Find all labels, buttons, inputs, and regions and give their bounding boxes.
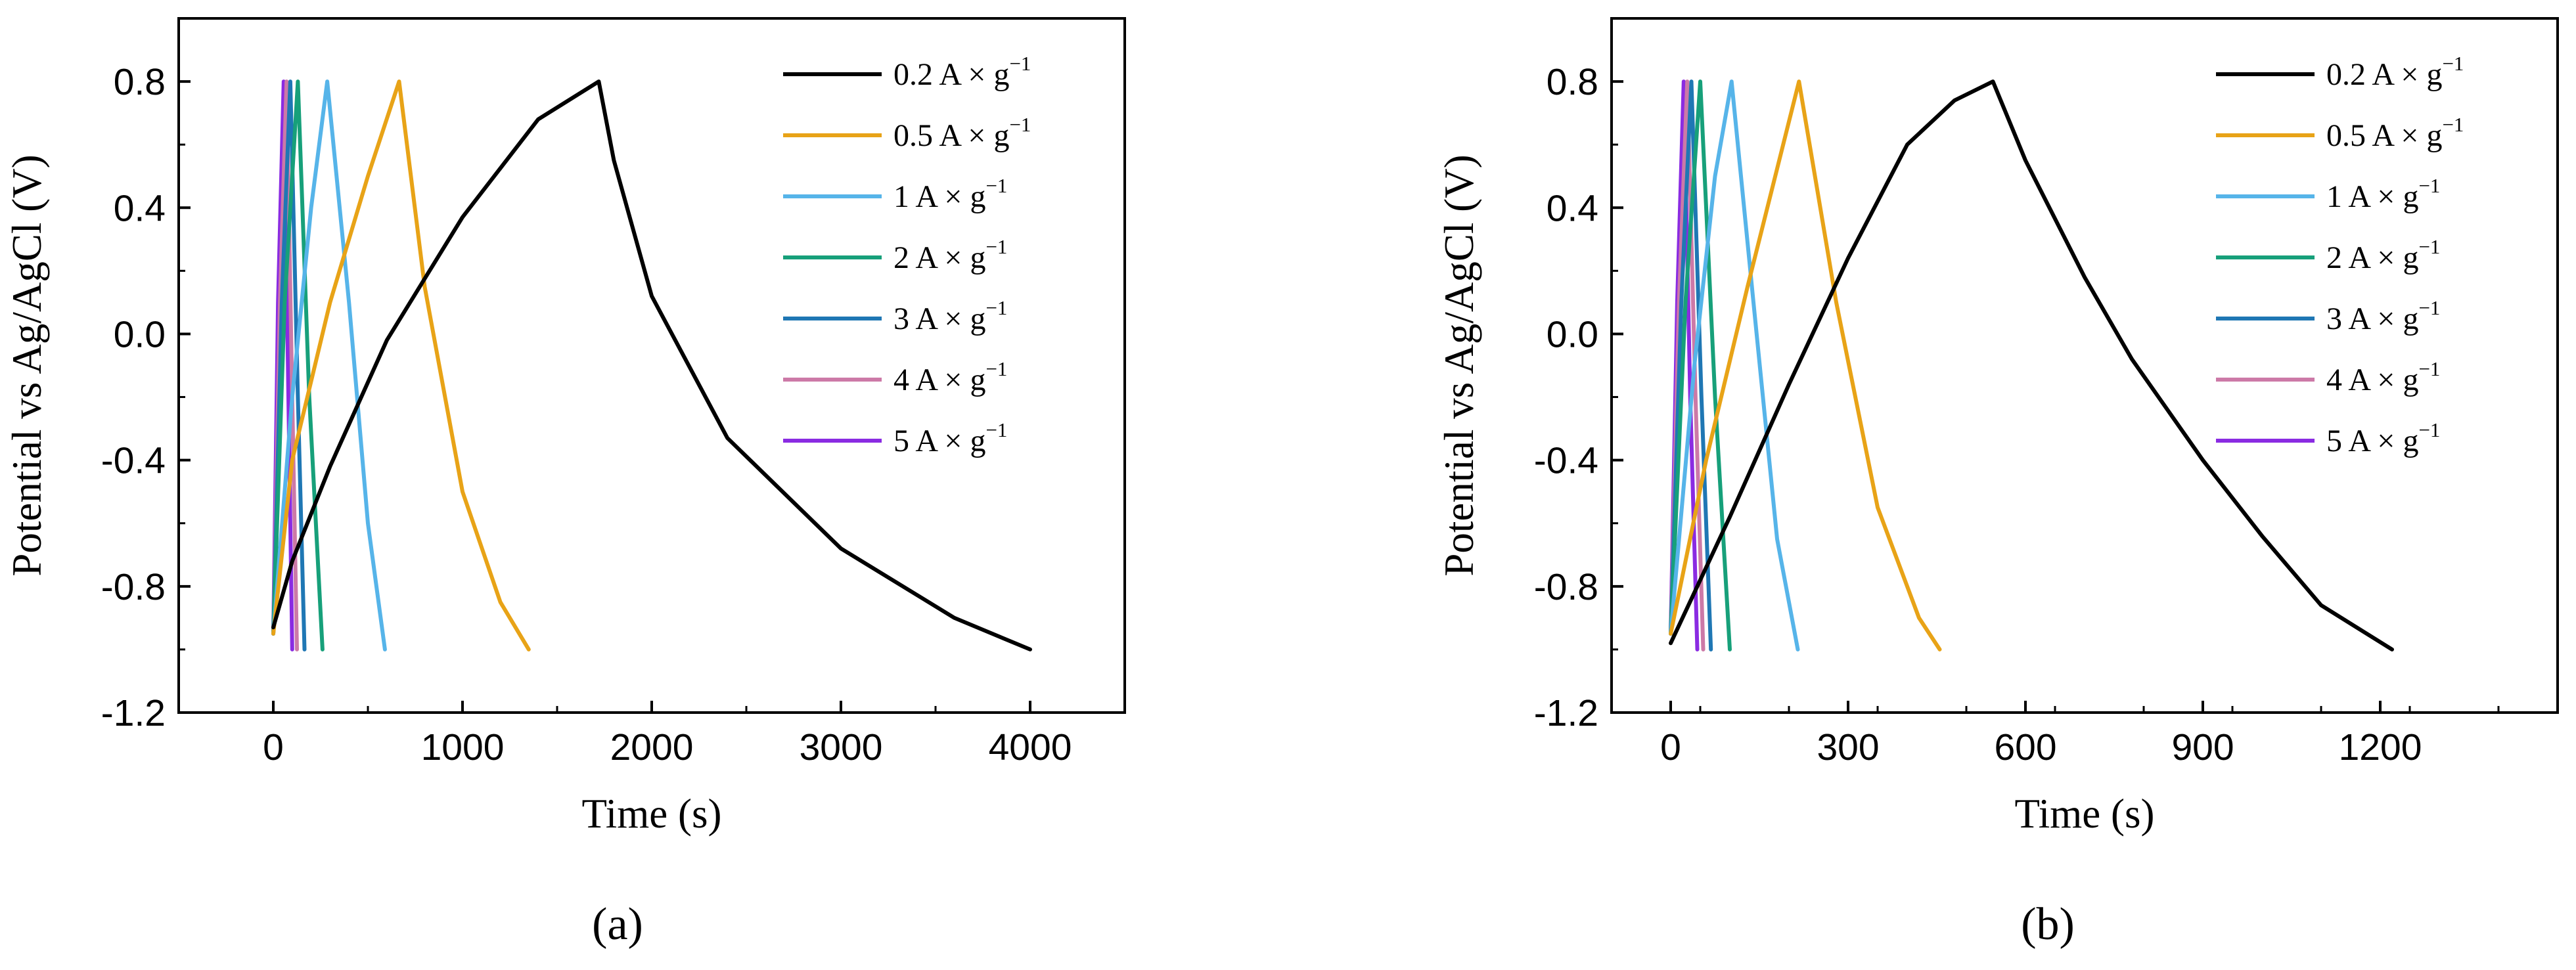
x-tick-label: 300 [1817, 726, 1879, 768]
legend-label: 4 A × g−1 [893, 357, 1007, 397]
legend-label: 1 A × g−1 [2326, 174, 2440, 214]
y-tick-label: 0.8 [1547, 61, 1598, 103]
chart-panel-a: 0 1000 2000 3000 4000 -1.2 -0.8 -0.4 0.0 0.4 0.8 Ti… [4, 17, 1126, 950]
series-line-0.5-A-per-g [271, 79, 531, 651]
x-tick-label: 3000 [800, 726, 883, 768]
x-axis-title: Time (s) [582, 791, 722, 837]
series-line-1-A-per-g [1669, 79, 1800, 651]
legend-label: 0.5 A × g−1 [893, 113, 1031, 153]
panel-label: (a) [592, 899, 643, 950]
plot-frame [1610, 17, 2559, 714]
series-line-0.2-A-per-g [271, 79, 1032, 651]
series-line-1-A-per-g [271, 79, 387, 651]
legend-label: 5 A × g−1 [2326, 418, 2440, 458]
y-tick-label: 0.0 [1547, 313, 1598, 355]
series-line-3-A-per-g [1669, 79, 1713, 651]
x-axis-title: Time (s) [2015, 791, 2155, 837]
x-tick-label: 2000 [610, 726, 694, 768]
y-tick-label: -0.4 [1534, 440, 1598, 482]
y-tick-label: -1.2 [101, 692, 166, 734]
series-group [271, 79, 1032, 651]
y-axis-title: Potential vs Ag/AgCl (V) [4, 154, 50, 576]
y-tick-label: -1.2 [1534, 692, 1598, 734]
y-tick-label: -0.8 [101, 566, 166, 608]
legend-label: 1 A × g−1 [893, 174, 1007, 214]
y-tick-label: 0.4 [1547, 187, 1598, 229]
x-tick-label: 1200 [2339, 726, 2422, 768]
series-line-2-A-per-g [1669, 79, 1732, 651]
legend-label: 5 A × g−1 [893, 418, 1007, 458]
panel-label: (b) [2021, 899, 2075, 950]
y-tick-label: 0.4 [114, 187, 166, 229]
y-axis-title: Potential vs Ag/AgCl (V) [1436, 154, 1482, 576]
legend-label: 4 A × g−1 [2326, 357, 2440, 397]
x-tick-label: 600 [1994, 726, 2056, 768]
legend-label: 3 A × g−1 [2326, 296, 2440, 336]
x-tick-label: 0 [263, 726, 284, 768]
chart-panel-b: 0 300 600 900 1200 -1.2 -0.8 -0.4 0.0 0.4 0.8 Time … [1436, 17, 2559, 950]
legend-label: 0.2 A × g−1 [893, 52, 1031, 92]
x-tick-label: 900 [2171, 726, 2234, 768]
x-tick-label: 1000 [421, 726, 505, 768]
x-tick-label: 4000 [989, 726, 1072, 768]
legend-label: 3 A × g−1 [893, 296, 1007, 336]
legend-label: 2 A × g−1 [2326, 235, 2440, 275]
legend-label: 0.5 A × g−1 [2326, 113, 2464, 153]
y-tick-label: -0.4 [101, 440, 166, 482]
series-line-0.2-A-per-g [1669, 79, 2394, 651]
y-tick-label: 0.0 [114, 313, 166, 355]
y-tick-label: 0.8 [114, 61, 166, 103]
series-line-0.5-A-per-g [1669, 79, 1942, 651]
x-tick-label: 0 [1660, 726, 1681, 768]
legend-label: 0.2 A × g−1 [2326, 52, 2464, 92]
series-line-2-A-per-g [271, 79, 325, 651]
series-group [1669, 79, 2394, 651]
y-tick-label: -0.8 [1534, 566, 1598, 608]
legend-label: 2 A × g−1 [893, 235, 1007, 275]
